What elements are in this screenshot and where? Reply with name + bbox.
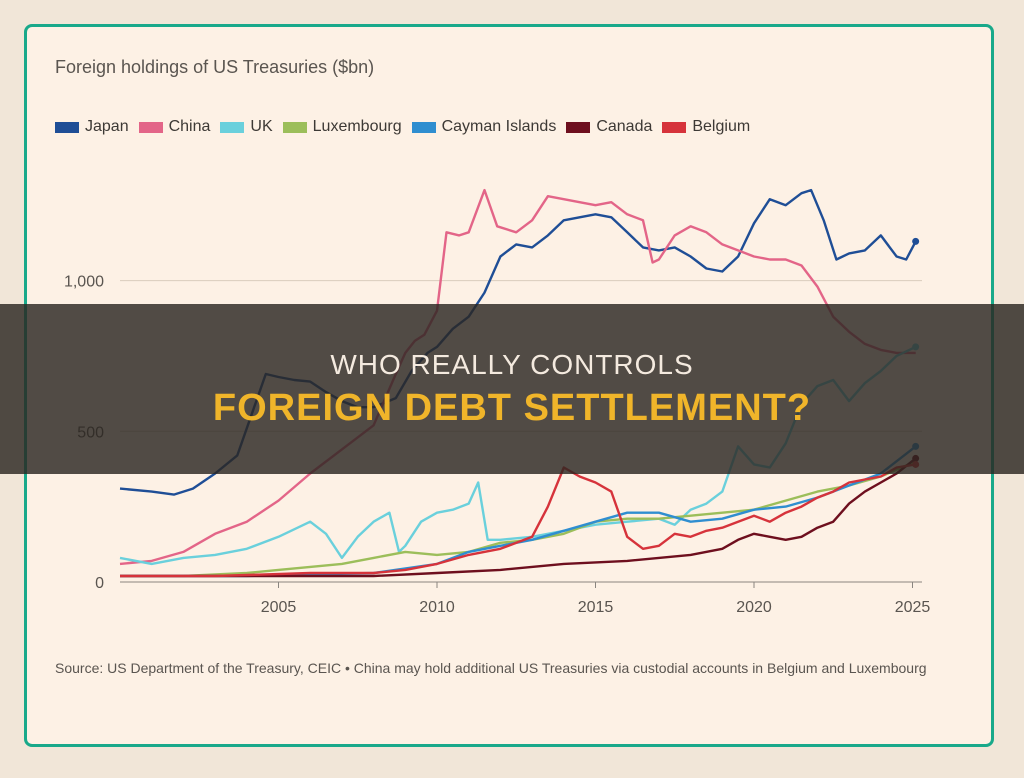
legend-item-cayman-islands: Cayman Islands [411,118,557,136]
legend-swatch-china [138,121,163,133]
series-line-luxembourg [120,460,917,578]
legend-label-china: China [168,118,211,135]
chart-source-note: Source: US Department of the Treasury, C… [55,660,927,676]
legend-label-luxembourg: Luxembourg [312,118,402,135]
legend-item-canada: Canada [566,118,652,136]
x-tick-label: 2010 [419,599,455,616]
title-banner: WHO REALLY CONTROLS FOREIGN DEBT SETTLEM… [0,304,1024,474]
x-tick-label: 2025 [895,599,931,616]
series-line-canada [120,457,917,578]
legend-swatch-luxembourg [282,121,307,133]
legend-label-cayman-islands: Cayman Islands [441,118,557,135]
legend-label-uk: UK [250,118,273,135]
legend-swatch-cayman-islands [411,121,436,133]
legend-label-canada: Canada [596,118,653,135]
legend-item-china: China [138,118,211,136]
x-tick-label: 2020 [736,599,772,616]
legend-swatch-belgium [662,121,687,133]
legend-label-japan: Japan [85,118,129,135]
x-tick-label: 2015 [578,599,614,616]
legend-item-uk: UK [220,118,273,136]
legend-swatch-canada [566,121,591,133]
legend-item-luxembourg: Luxembourg [282,118,402,136]
legend-item-japan: Japan [55,118,129,136]
banner-headline-line2: FOREIGN DEBT SETTLEMENT? [212,386,812,429]
legend-label-belgium: Belgium [692,118,751,135]
legend-swatch-uk [220,121,245,133]
chart-legend: Japan China UK Luxembourg Cayman Islands… [55,118,750,136]
legend-item-belgium: Belgium [662,118,750,136]
banner-headline-line1: WHO REALLY CONTROLS [330,348,694,380]
series-line-belgium [120,463,916,578]
y-tick-label: 0 [95,575,104,592]
chart-title: Foreign holdings of US Treasuries ($bn) [55,57,375,77]
legend-swatch-japan [55,121,79,133]
y-tick-label: 1,000 [64,274,104,291]
series-end-marker-japan [912,237,920,245]
x-tick-label: 2005 [261,599,297,616]
